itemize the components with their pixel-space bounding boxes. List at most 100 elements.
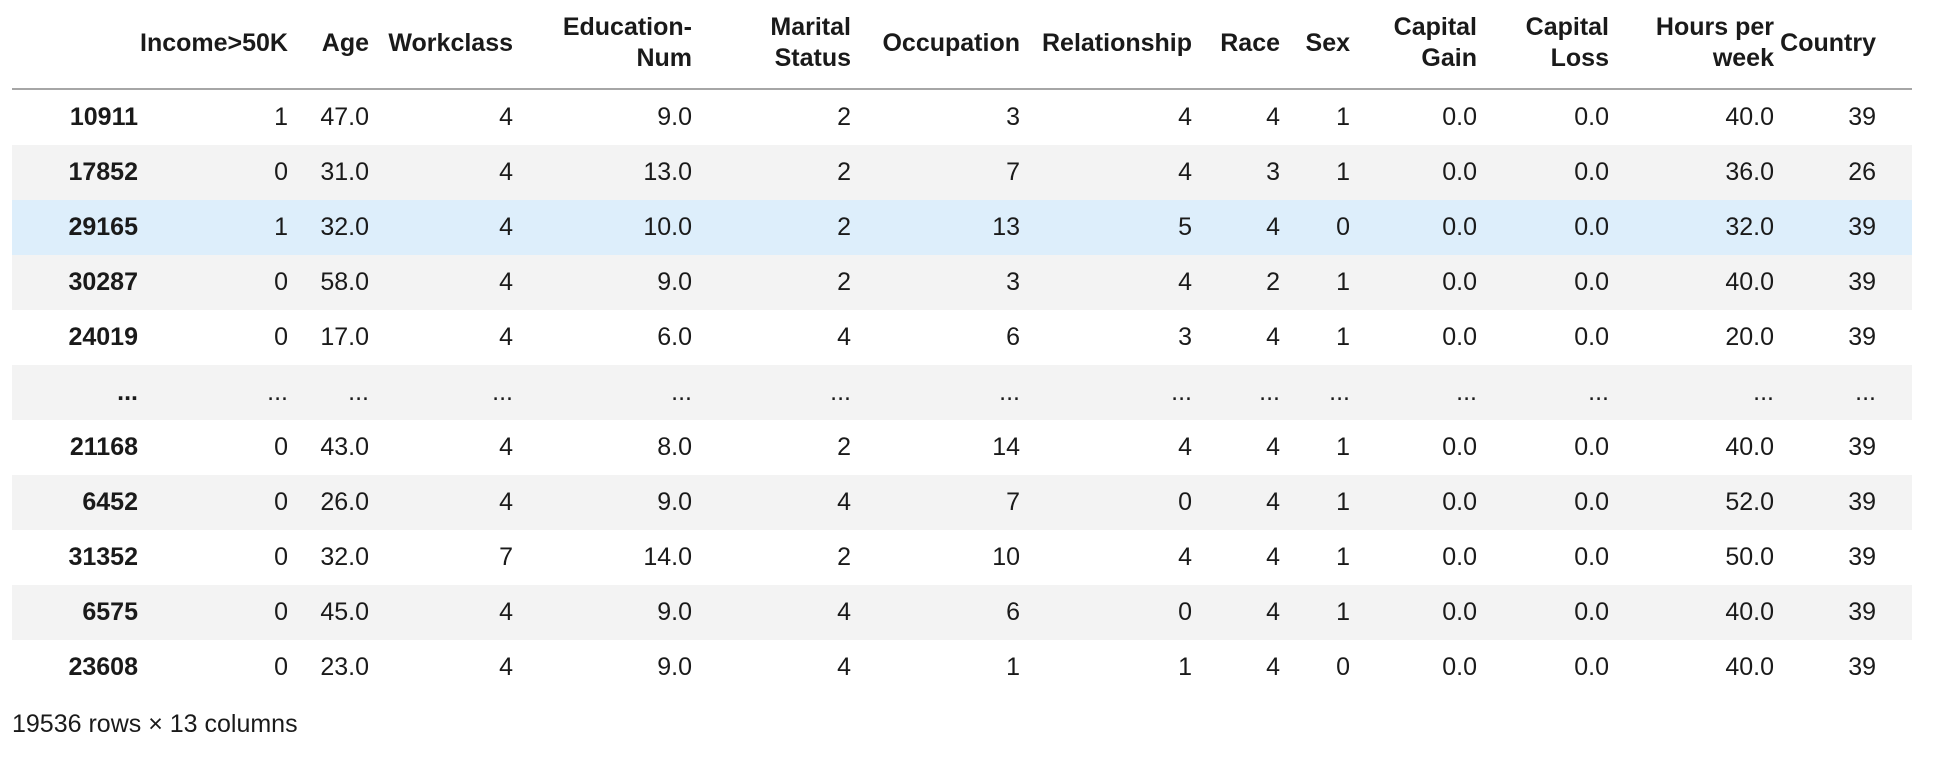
cell: 4 <box>499 268 513 296</box>
column-header: Workclass <box>369 0 513 90</box>
cell: 4 <box>499 158 513 186</box>
cell: 10 <box>992 543 1020 571</box>
cell: 4 <box>499 653 513 681</box>
cell: 0 <box>274 433 288 461</box>
dataframe-output: Income>50K Age Workclass Education-Num Marit… <box>12 0 1912 738</box>
column-header: Marital Status <box>692 0 851 90</box>
cell: ... <box>1588 378 1609 406</box>
cell: 26 <box>1848 158 1876 186</box>
cell: 39 <box>1848 543 1876 571</box>
cell: 17.0 <box>320 323 369 351</box>
cell: 3 <box>1006 268 1020 296</box>
cell: 0.0 <box>1574 103 1609 131</box>
cell: 14.0 <box>643 543 692 571</box>
cell: 4 <box>1178 158 1192 186</box>
cell: 4 <box>499 323 513 351</box>
cell: 14 <box>992 433 1020 461</box>
header-row: Income>50K Age Workclass Education-Num Marit… <box>12 0 1912 90</box>
cell: 39 <box>1848 653 1876 681</box>
table-row: ........................................… <box>12 365 1912 420</box>
cell: 4 <box>1266 103 1280 131</box>
table-row: 17852 0 31.0 4 13.0 2 7 4 3 1 0.0 0.0 36.0 26 <box>12 145 1912 200</box>
cell: 0.0 <box>1574 543 1609 571</box>
row-index: 21168 <box>69 433 138 461</box>
cell: 0.0 <box>1574 598 1609 626</box>
cell: 0.0 <box>1442 543 1477 571</box>
column-header: Hours per week <box>1609 0 1774 90</box>
cell: 32.0 <box>320 213 369 241</box>
cell: 40.0 <box>1725 433 1774 461</box>
cell: 2 <box>837 268 851 296</box>
cell: 1 <box>274 103 288 131</box>
cell: 6 <box>1006 323 1020 351</box>
column-header: Occupation <box>851 0 1020 90</box>
cell: 0.0 <box>1442 323 1477 351</box>
cell: 23.0 <box>320 653 369 681</box>
cell: 7 <box>499 543 513 571</box>
cell: 4 <box>1266 653 1280 681</box>
cell: 32.0 <box>1725 213 1774 241</box>
table-row: 24019 0 17.0 4 6.0 4 6 3 4 1 0.0 0.0 20.0 39 <box>12 310 1912 365</box>
cell: 0 <box>274 268 288 296</box>
cell: 4 <box>1266 433 1280 461</box>
cell: ... <box>671 378 692 406</box>
cell: 0.0 <box>1442 103 1477 131</box>
cell: 9.0 <box>657 488 692 516</box>
table-row: 29165 1 32.0 4 10.0 2 13 5 4 0 0.0 0.0 32.0 39 <box>12 200 1912 255</box>
cell: 2 <box>837 103 851 131</box>
cell: 0 <box>274 653 288 681</box>
row-index: 17852 <box>68 158 138 186</box>
cell: 39 <box>1848 488 1876 516</box>
cell: 0 <box>1178 598 1192 626</box>
cell: 1 <box>1336 598 1350 626</box>
cell: 36.0 <box>1725 158 1774 186</box>
row-index: 23608 <box>68 653 138 681</box>
cell: 4 <box>1178 433 1192 461</box>
cell: 0.0 <box>1574 653 1609 681</box>
cell: 0.0 <box>1442 488 1477 516</box>
cell: 0 <box>1336 213 1350 241</box>
cell: 47.0 <box>320 103 369 131</box>
cell: 1 <box>1336 268 1350 296</box>
cell: 4 <box>837 598 851 626</box>
cell: 2 <box>1266 268 1280 296</box>
row-index: 10911 <box>69 103 138 131</box>
cell: 13 <box>992 213 1020 241</box>
table-body: 10911 1 47.0 4 9.0 2 3 4 4 1 0.0 0.0 40.0 39 17852 0 31.… <box>12 89 1912 695</box>
cell: 3 <box>1006 103 1020 131</box>
cell: 3 <box>1178 323 1192 351</box>
cell: 6.0 <box>657 323 692 351</box>
cell: 9.0 <box>657 103 692 131</box>
cell: 4 <box>499 103 513 131</box>
cell: ... <box>1753 378 1774 406</box>
cell: 4 <box>499 488 513 516</box>
row-index: 29165 <box>68 213 138 241</box>
cell: 4 <box>499 433 513 461</box>
cell: 9.0 <box>657 598 692 626</box>
cell: 1 <box>1178 653 1192 681</box>
cell: 0 <box>274 323 288 351</box>
cell: 4 <box>1178 543 1192 571</box>
cell: 6 <box>1006 598 1020 626</box>
column-header: Income>50K <box>138 0 288 90</box>
row-index: 30287 <box>68 268 138 296</box>
cell: 4 <box>837 653 851 681</box>
cell: 4 <box>1266 543 1280 571</box>
cell: 40.0 <box>1725 268 1774 296</box>
cell: 4 <box>1266 323 1280 351</box>
cell: 7 <box>1006 488 1020 516</box>
cell: 4 <box>499 213 513 241</box>
cell: 39 <box>1848 213 1876 241</box>
cell: 0.0 <box>1442 433 1477 461</box>
cell: 0.0 <box>1574 433 1609 461</box>
cell: 50.0 <box>1725 543 1774 571</box>
cell: 0 <box>1336 653 1350 681</box>
cell: 8.0 <box>657 433 692 461</box>
cell: 0 <box>274 598 288 626</box>
cell: 9.0 <box>657 268 692 296</box>
cell: 4 <box>1178 268 1192 296</box>
cell: 4 <box>837 488 851 516</box>
cell: 0.0 <box>1442 213 1477 241</box>
cell: 4 <box>1266 213 1280 241</box>
cell: 1 <box>1336 543 1350 571</box>
